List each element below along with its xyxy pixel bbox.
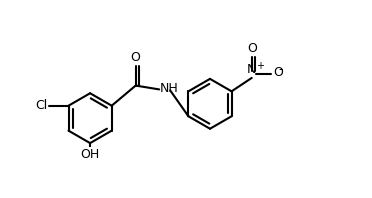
Text: OH: OH — [80, 148, 100, 161]
Text: -: - — [279, 63, 283, 76]
Text: Cl: Cl — [35, 99, 47, 112]
Text: +: + — [257, 61, 264, 71]
Text: N: N — [247, 63, 256, 76]
Text: O: O — [273, 66, 283, 79]
Text: O: O — [131, 51, 141, 64]
Text: O: O — [247, 42, 257, 55]
Text: NH: NH — [160, 82, 179, 95]
